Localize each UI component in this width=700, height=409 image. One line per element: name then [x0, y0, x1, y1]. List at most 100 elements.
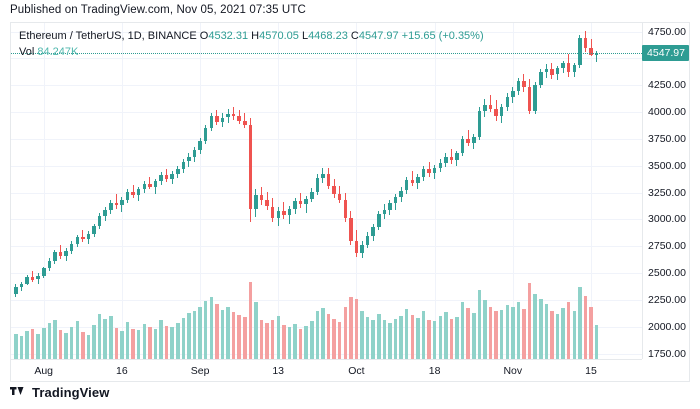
legend-volume-line: Vol 84.247K	[19, 45, 484, 60]
candle-body	[365, 235, 370, 246]
gridline-horizontal	[11, 192, 642, 194]
candle-body	[421, 169, 426, 177]
candle-body	[511, 90, 515, 97]
candle-body	[114, 203, 119, 206]
candle-wick	[82, 230, 84, 242]
candle-body	[109, 203, 113, 210]
chart-plot-area[interactable]	[11, 23, 642, 359]
candle-body	[176, 169, 180, 174]
volume-bar	[187, 313, 191, 359]
volume-bar	[377, 313, 381, 359]
candle-body	[472, 136, 476, 144]
candle-body	[589, 47, 593, 55]
volume-bar	[432, 321, 437, 359]
candle-body	[527, 87, 532, 111]
price-axis[interactable]: 4547.97 4750.004500.004250.004000.003750…	[642, 23, 689, 360]
time-axis[interactable]: Aug 16 Sep 13 Oct 18 Nov 15	[11, 359, 642, 381]
candle-body	[64, 251, 68, 256]
volume-bar	[103, 318, 107, 359]
candle-body	[81, 237, 85, 239]
gridline-vertical	[121, 23, 123, 359]
candle-body	[360, 245, 364, 253]
volume-bar	[136, 329, 141, 359]
candle-body	[432, 167, 437, 174]
volume-bar	[259, 319, 264, 359]
volume-bar	[404, 308, 409, 359]
time-axis-tick: 18	[428, 365, 441, 377]
open-label: O	[199, 30, 209, 42]
candle-body	[455, 152, 459, 161]
current-price-badge: 4547.97	[642, 45, 689, 62]
candle-body	[477, 111, 481, 137]
volume-bar	[516, 301, 521, 359]
candle-body	[75, 237, 79, 244]
candle-body	[539, 72, 543, 86]
volume-bar	[572, 311, 576, 359]
volume-bar	[410, 314, 414, 359]
candle-wick	[450, 148, 452, 164]
gridline-vertical	[43, 23, 45, 359]
price-axis-tick: 4000.00	[648, 106, 686, 119]
candle-body	[187, 157, 191, 162]
tradingview-logo-icon	[10, 387, 24, 395]
high-label: H	[251, 30, 260, 42]
candle-body	[583, 38, 588, 48]
gridline-vertical	[200, 23, 202, 359]
candle-body	[399, 190, 403, 197]
candle-body	[499, 106, 504, 117]
candle-body	[488, 104, 493, 109]
gridline-horizontal	[11, 219, 642, 221]
time-axis-tick: Aug	[34, 365, 54, 377]
candle-body	[404, 179, 409, 191]
price-axis-tick: 2500.00	[648, 267, 686, 280]
candle-wick	[489, 94, 491, 113]
volume-bar	[203, 300, 208, 359]
candle-body	[14, 286, 18, 294]
gridline-horizontal	[11, 300, 642, 301]
candle-body	[237, 116, 241, 121]
volume-bar	[125, 322, 130, 359]
candle-body	[444, 157, 448, 163]
candle-body	[42, 268, 46, 277]
candle-body	[142, 184, 146, 189]
volume-bar	[131, 328, 135, 359]
gridline-horizontal	[11, 58, 642, 60]
volume-bar	[14, 333, 18, 359]
time-axis-tick: 16	[116, 365, 128, 377]
volume-bar	[220, 309, 225, 359]
candle-body	[566, 62, 571, 73]
candle-body	[410, 179, 414, 183]
candle-body	[416, 176, 420, 183]
volume-bar	[416, 317, 420, 359]
candle-body	[47, 260, 52, 269]
candle-body	[427, 169, 431, 174]
gridline-vertical	[591, 23, 592, 359]
volume-bar	[97, 313, 102, 359]
volume-bar	[522, 308, 526, 359]
volume-bar	[315, 310, 320, 359]
volume-bar	[243, 317, 247, 359]
volume-bar	[594, 324, 599, 359]
candle-body	[25, 276, 29, 284]
candle-wick	[596, 50, 597, 62]
candle-wick	[300, 192, 302, 208]
volume-bar	[472, 313, 476, 359]
volume-bar	[494, 310, 498, 359]
candle-wick	[32, 271, 33, 282]
candle-wick	[149, 176, 151, 190]
legend-quote-line: Ethereum / TetherUS, 1D, BINANCE O4532.3…	[19, 29, 484, 44]
volume-bar	[511, 306, 515, 359]
volume-bar	[276, 316, 280, 359]
volume-bar	[198, 306, 202, 359]
volume-bar	[248, 281, 253, 359]
volume-bar	[176, 322, 180, 359]
candle-body	[125, 192, 130, 200]
close-value: 4547.97	[358, 30, 399, 42]
low-value: 4468.23	[308, 30, 348, 42]
volume-bar	[382, 320, 387, 359]
candle-body	[516, 81, 521, 91]
volume-bar	[86, 335, 91, 359]
candle-body	[449, 157, 454, 161]
close-label: C	[350, 30, 359, 42]
candle-body	[164, 174, 169, 179]
